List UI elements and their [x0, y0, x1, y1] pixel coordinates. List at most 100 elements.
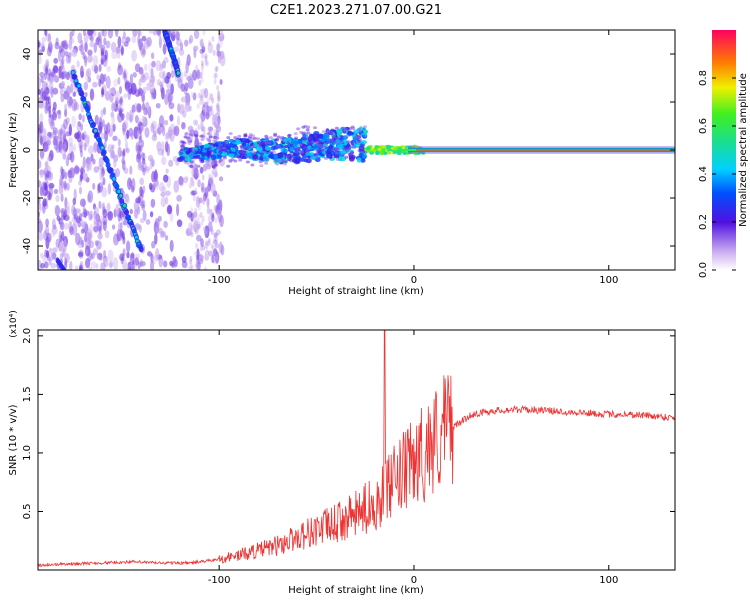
heatmap-cell: [139, 127, 142, 135]
heatmap-cell: [44, 183, 47, 191]
heatmap-cell: [404, 148, 408, 151]
heatmap-cell: [199, 94, 202, 100]
heatmap-cell: [92, 183, 95, 190]
heatmap-cell: [281, 160, 285, 163]
heatmap-cell: [96, 74, 99, 80]
heatmap-cell: [303, 138, 307, 141]
heatmap-cell: [208, 40, 211, 46]
heatmap-cell: [322, 130, 326, 133]
heatmap-cell: [47, 236, 50, 244]
heatmap-cell: [194, 215, 197, 221]
heatmap-cell: [198, 204, 201, 210]
heatmap-cell: [283, 163, 287, 166]
heatmap-cell: [84, 234, 87, 242]
heatmap-cell: [132, 72, 136, 78]
heatmap-cell: [146, 37, 152, 47]
heatmap-cell: [44, 102, 48, 114]
heatmap-cell: [80, 123, 83, 131]
heatmap-cell: [184, 147, 188, 150]
heatmap-cell: [184, 40, 188, 47]
heatmap-cell: [84, 143, 87, 151]
heatmap-cell: [201, 138, 205, 141]
heatmap-cell: [184, 161, 188, 164]
heatmap-cell: [377, 148, 381, 151]
heatmap-cell: [83, 207, 86, 215]
heatmap-cell: [254, 152, 258, 155]
heatmap-cell: [184, 82, 188, 91]
heatmap-cell: [199, 253, 202, 259]
heatmap-cell: [319, 144, 323, 147]
heatmap-cell: [38, 232, 43, 241]
heatmap-cell: [137, 39, 140, 47]
heatmap-cell: [142, 36, 147, 41]
heatmap-cell: [223, 150, 227, 153]
heatmap-cell: [313, 126, 317, 129]
heatmap-cell: [165, 191, 171, 196]
heatmap-cell: [141, 152, 144, 160]
heatmap-cell: [147, 251, 152, 257]
heatmap-cell: [252, 154, 256, 157]
heatmap-cell: [82, 115, 85, 123]
heatmap-cell: [213, 50, 216, 56]
figure: C2E1.2023.271.07.00.G21 -100 0 100 -40-200…: [0, 0, 750, 600]
heatmap-cell: [366, 147, 370, 150]
heatmap-cell: [61, 194, 64, 202]
heatmap-cell: [164, 57, 169, 63]
heatmap-cell: [156, 103, 161, 108]
heatmap-cell: [117, 190, 120, 194]
heatmap-cell: [44, 141, 50, 152]
heatmap-cell: [110, 123, 113, 134]
heatmap-cell: [123, 204, 126, 208]
heatmap-cell: [286, 139, 290, 142]
heatmap-cell: [85, 92, 88, 97]
heatmap-cell: [258, 145, 262, 148]
heatmap-cell: [197, 124, 200, 130]
heatmap-cell: [90, 88, 94, 100]
heatmap-cell: [190, 165, 194, 168]
heatmap-cell: [210, 209, 213, 215]
heatmap-cell: [98, 201, 101, 209]
heatmap-cell: [210, 151, 214, 154]
heatmap-cell: [120, 229, 123, 237]
heatmap-cell: [201, 68, 204, 74]
heatmap-cell: [125, 37, 130, 43]
heatmap-cell: [212, 169, 215, 175]
heatmap-cell: [203, 129, 206, 135]
heatmap-cell: [131, 50, 137, 62]
heatmap-cell: [132, 28, 137, 37]
heatmap-cell: [221, 141, 225, 144]
heatmap-cell: [335, 152, 339, 155]
heatmap-cell: [306, 131, 310, 134]
heatmap-cell: [53, 224, 57, 230]
heatmap-cell: [370, 151, 374, 154]
heatmap-cell: [211, 218, 214, 224]
heatmap-cell: [296, 127, 300, 130]
heatmap-cell: [74, 213, 78, 219]
heatmap-cell: [129, 128, 134, 137]
heatmap-cell: [81, 229, 85, 234]
heatmap-cell: [118, 105, 121, 113]
heatmap-cell: [348, 130, 352, 133]
heatmap-cell: [152, 92, 155, 100]
heatmap-cell: [167, 206, 172, 213]
heatmap-cell: [214, 172, 217, 178]
heatmap-cell: [335, 147, 339, 150]
heatmap-cell: [259, 164, 263, 167]
heatmap-cell: [306, 128, 310, 131]
heatmap-cell: [287, 134, 291, 137]
heatmap-cell: [108, 183, 112, 195]
heatmap-cell: [302, 135, 306, 138]
heatmap-cell: [81, 240, 84, 248]
heatmap-cell: [209, 251, 212, 257]
y-tick-label: -40: [22, 238, 33, 254]
heatmap-cell: [299, 144, 303, 147]
heatmap-cell: [93, 218, 98, 225]
heatmap-cell: [126, 197, 130, 205]
heatmap-cell: [207, 199, 210, 205]
heatmap-cell: [225, 146, 229, 149]
heatmap-cell: [168, 127, 172, 139]
colorbar-tick-label: 0.2: [698, 214, 709, 230]
colorbar-tick-label: 0.8: [698, 70, 709, 86]
heatmap-cell: [202, 43, 205, 49]
heatmap-cell: [151, 241, 156, 248]
